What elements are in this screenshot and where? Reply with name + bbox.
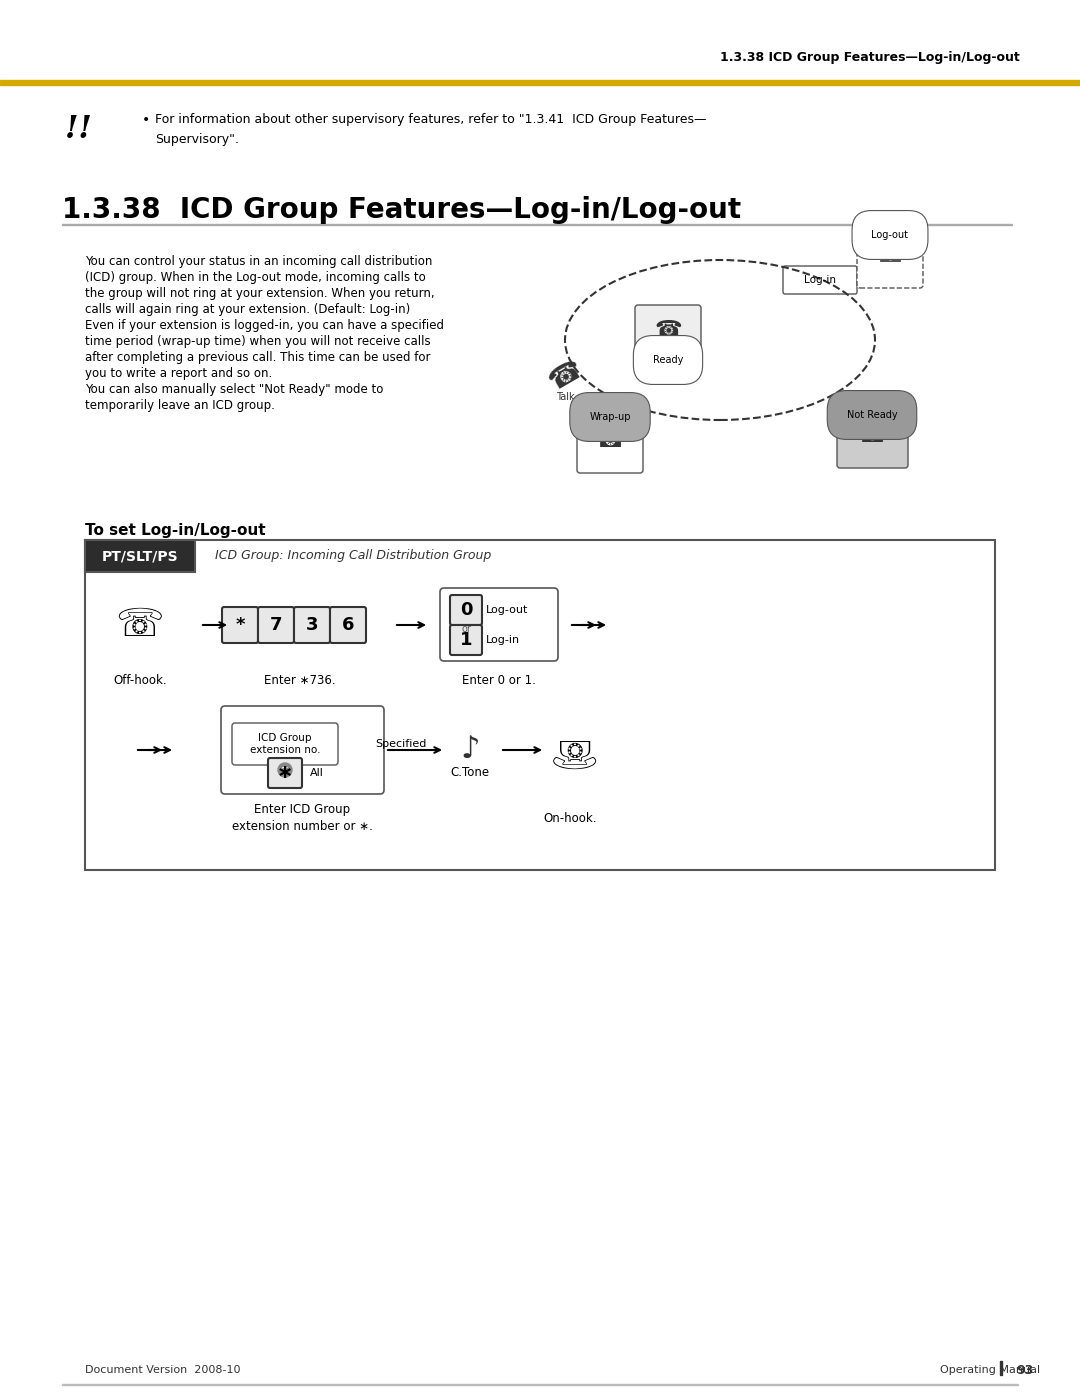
Text: 1.3.38 ICD Group Features—Log-in/Log-out: 1.3.38 ICD Group Features—Log-in/Log-out: [720, 52, 1020, 64]
Text: ICD Group: Incoming Call Distribution Group: ICD Group: Incoming Call Distribution Gr…: [215, 549, 491, 563]
Text: ☏: ☏: [116, 606, 164, 644]
Text: 1: 1: [460, 631, 472, 650]
FancyBboxPatch shape: [577, 407, 643, 474]
FancyBboxPatch shape: [268, 759, 302, 788]
Bar: [62, 224, 1012, 225]
FancyBboxPatch shape: [858, 222, 923, 288]
Text: ♪: ♪: [460, 735, 480, 764]
FancyBboxPatch shape: [450, 595, 482, 624]
Text: after completing a previous call. This time can be used for: after completing a previous call. This t…: [85, 352, 431, 365]
Text: Ready: Ready: [652, 355, 684, 365]
Text: ☎: ☎: [594, 427, 625, 453]
Text: Talk: Talk: [556, 393, 575, 402]
Text: Enter 0 or 1.: Enter 0 or 1.: [462, 673, 536, 686]
Text: 1.3.38  ICD Group Features—Log-in/Log-out: 1.3.38 ICD Group Features—Log-in/Log-out: [62, 196, 741, 224]
Text: Document Version  2008-10: Document Version 2008-10: [85, 1365, 241, 1375]
Text: 0: 0: [460, 601, 472, 619]
Text: PT/SLT/PS: PT/SLT/PS: [102, 549, 178, 563]
FancyBboxPatch shape: [232, 724, 338, 766]
Text: you to write a report and so on.: you to write a report and so on.: [85, 367, 272, 380]
Text: time period (wrap-up time) when you will not receive calls: time period (wrap-up time) when you will…: [85, 335, 431, 348]
Text: Specified: Specified: [375, 739, 427, 749]
Text: Supervisory".: Supervisory".: [156, 134, 239, 147]
Text: 93: 93: [1016, 1363, 1034, 1376]
FancyBboxPatch shape: [258, 608, 294, 643]
Text: ∗: ∗: [276, 764, 293, 782]
Text: *: *: [235, 616, 245, 634]
FancyBboxPatch shape: [330, 608, 366, 643]
Text: ☎: ☎: [543, 355, 588, 395]
Text: 3: 3: [306, 616, 319, 634]
Text: Enter ∗736.: Enter ∗736.: [265, 673, 336, 686]
Text: All: All: [310, 768, 324, 778]
Text: or: or: [281, 766, 289, 774]
FancyBboxPatch shape: [85, 541, 995, 870]
Text: You can control your status in an incoming call distribution: You can control your status in an incomi…: [85, 256, 432, 268]
Text: calls will again ring at your extension. (Default: Log-in): calls will again ring at your extension.…: [85, 303, 410, 317]
FancyBboxPatch shape: [635, 305, 701, 355]
Text: On-hook.: On-hook.: [543, 812, 597, 824]
Text: temporarily leave an ICD group.: temporarily leave an ICD group.: [85, 400, 275, 412]
Text: •: •: [141, 113, 150, 127]
Text: Log-in: Log-in: [486, 636, 521, 645]
Text: Log-out: Log-out: [486, 605, 528, 615]
Text: ICD Group: ICD Group: [258, 733, 312, 743]
Text: (ICD) group. When in the Log-out mode, incoming calls to: (ICD) group. When in the Log-out mode, i…: [85, 271, 426, 285]
Text: or: or: [461, 624, 471, 634]
FancyBboxPatch shape: [450, 624, 482, 655]
FancyBboxPatch shape: [837, 402, 908, 468]
Bar: [0, 80, 1080, 85]
FancyBboxPatch shape: [294, 608, 330, 643]
Text: Operating Manual: Operating Manual: [940, 1365, 1040, 1375]
FancyBboxPatch shape: [783, 265, 858, 293]
Text: 7: 7: [270, 616, 282, 634]
Text: the group will not ring at your extension. When you return,: the group will not ring at your extensio…: [85, 288, 434, 300]
Text: C.Tone: C.Tone: [450, 766, 489, 778]
Text: Wrap-up: Wrap-up: [590, 412, 631, 422]
Text: Not Ready: Not Ready: [847, 409, 897, 420]
Text: ☎: ☎: [856, 423, 888, 447]
Text: extension no.: extension no.: [249, 745, 321, 754]
Bar: [1000, 1361, 1001, 1375]
Text: For information about other supervisory features, refer to "1.3.41  ICD Group Fe: For information about other supervisory …: [156, 113, 706, 127]
Text: ☎: ☎: [875, 243, 905, 267]
Text: ☎: ☎: [654, 320, 681, 339]
Text: Enter ICD Group
extension number or ∗.: Enter ICD Group extension number or ∗.: [231, 802, 373, 834]
FancyBboxPatch shape: [440, 588, 558, 661]
Text: Off-hook.: Off-hook.: [113, 673, 166, 686]
FancyBboxPatch shape: [222, 608, 258, 643]
Text: ☏: ☏: [545, 731, 594, 768]
Text: Log-out: Log-out: [872, 231, 908, 240]
Text: Log-in: Log-in: [804, 275, 836, 285]
Text: You can also manually select "Not Ready" mode to: You can also manually select "Not Ready"…: [85, 384, 383, 397]
Text: 6: 6: [341, 616, 354, 634]
Text: To set Log-in/Log-out: To set Log-in/Log-out: [85, 522, 266, 538]
FancyBboxPatch shape: [221, 705, 384, 793]
Text: !!: !!: [65, 115, 92, 145]
FancyBboxPatch shape: [85, 541, 195, 571]
Text: Even if your extension is logged-in, you can have a specified: Even if your extension is logged-in, you…: [85, 320, 444, 332]
Circle shape: [278, 763, 292, 777]
